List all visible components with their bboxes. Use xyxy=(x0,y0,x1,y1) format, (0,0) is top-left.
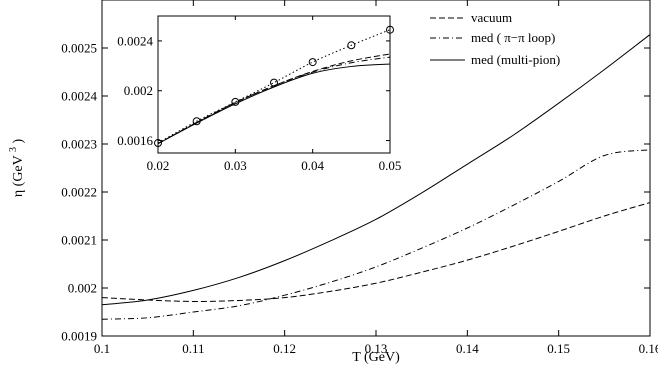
main-series-med-multi-pion xyxy=(101,34,651,306)
y-axis-label-unit: (GeV xyxy=(11,155,26,186)
y-axis-label-symbol: η xyxy=(11,190,26,197)
inset-data-point xyxy=(386,25,394,34)
inset-data-point xyxy=(347,41,356,50)
inset-plot: 0.02 0.03 0.04 0.05 0.0016 0.002 0.0024 xyxy=(117,15,401,173)
inset-data-point xyxy=(308,58,317,67)
legend-label-vacuum: vacuum xyxy=(471,10,512,25)
main-y-tick-label: 0.002 xyxy=(68,281,97,296)
inset-y-tick-label: 0.0024 xyxy=(117,33,153,48)
inset-plot-frame xyxy=(157,15,391,154)
x-axis-label: T (GeV) xyxy=(352,350,400,365)
y-axis-label: η (GeV 3 ) xyxy=(5,139,26,198)
inset-y-tick-label: 0.0016 xyxy=(117,133,153,148)
y-axis-label-exponent: 3 xyxy=(8,147,19,152)
main-x-tick-label: 0.16 xyxy=(639,341,658,356)
main-x-tick-label: 0.15 xyxy=(547,341,570,356)
main-y-tick-label: 0.0021 xyxy=(61,233,97,248)
legend-label-multi-pion: med (multi-pion) xyxy=(471,52,560,67)
inset-series xyxy=(154,25,394,148)
main-x-tick-label: 0.11 xyxy=(182,341,204,356)
inset-background xyxy=(158,16,390,153)
main-x-tick-label: 0.13 xyxy=(365,341,388,356)
inset-data-point xyxy=(154,139,162,148)
main-series xyxy=(101,34,651,320)
inset-x-tick-label: 0.03 xyxy=(224,158,247,173)
inset-y-tick-label: 0.002 xyxy=(124,83,153,98)
inset-data-point xyxy=(231,97,240,106)
inset-series-dotted-markers xyxy=(157,29,391,144)
y-axis-label-close: ) xyxy=(11,139,26,144)
main-y-tick-label: 0.0024 xyxy=(61,89,97,104)
main-y-tick-label: 0.0019 xyxy=(61,329,97,344)
main-y-tick-label: 0.0023 xyxy=(61,137,97,152)
main-x-tick-label: 0.12 xyxy=(273,341,296,356)
legend: vacuum med ( π−π loop) med (multi-pion) xyxy=(430,10,560,67)
inset-ticks: 0.02 0.03 0.04 0.05 0.0016 0.002 0.0024 xyxy=(117,16,401,173)
inset-x-tick-label: 0.02 xyxy=(147,158,170,173)
inset-x-tick-label: 0.05 xyxy=(379,158,402,173)
main-series-vacuum xyxy=(101,202,651,302)
main-y-tick-label: 0.0025 xyxy=(61,41,97,56)
inset-series-med-multi-pion xyxy=(157,63,391,145)
inset-data-point xyxy=(270,78,278,87)
main-series-med-loop xyxy=(101,149,651,320)
main-x-tick-label: 0.1 xyxy=(94,341,110,356)
inset-series-med-loop xyxy=(157,56,391,145)
legend-label-pipi-loop: med ( π−π loop) xyxy=(471,30,555,45)
inset-data-point xyxy=(192,117,201,126)
inset-x-tick-label: 0.04 xyxy=(301,158,324,173)
main-ticks: 0.10.110.120.130.140.150.160.00190.0020.… xyxy=(61,0,658,356)
main-plot: 0.10.110.120.130.140.150.160.00190.0020.… xyxy=(61,0,658,356)
main-y-tick-label: 0.0022 xyxy=(61,185,97,200)
main-x-tick-label: 0.14 xyxy=(456,341,479,356)
